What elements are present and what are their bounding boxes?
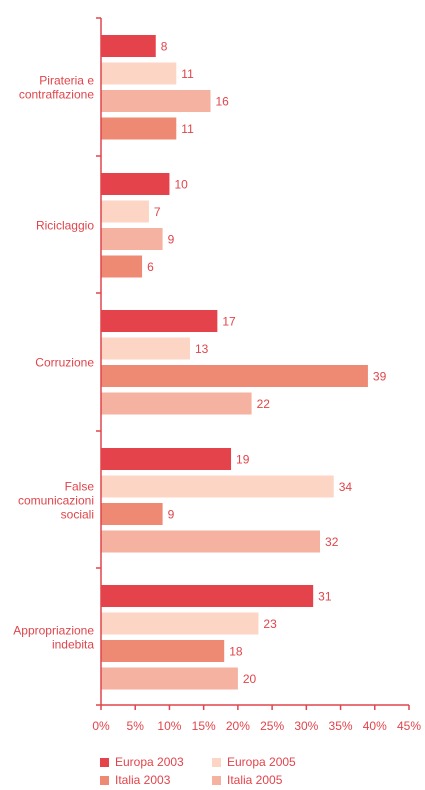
legend: Europa 2003 Europa 2005 Italia 2003 Ital… — [100, 754, 400, 790]
x-tick-label: 10% — [157, 719, 181, 733]
bar — [101, 503, 163, 525]
bar-value-label: 32 — [325, 535, 339, 549]
legend-label: Europa 2005 — [227, 755, 296, 769]
bar — [101, 173, 170, 195]
bar-value-label: 9 — [168, 233, 175, 247]
x-tick-label: 20% — [226, 719, 250, 733]
bar-value-label: 13 — [195, 342, 209, 356]
bar — [101, 585, 314, 607]
bar-value-label: 11 — [181, 122, 194, 136]
bar — [101, 310, 218, 332]
category-label: Pirateria e — [39, 73, 94, 87]
bar — [101, 228, 163, 250]
category-label: Riciclaggio — [36, 218, 94, 232]
bar — [101, 200, 149, 223]
legend-item-europa-2003: Europa 2003 — [100, 754, 212, 770]
bar-value-label: 8 — [161, 40, 168, 54]
legend-label: Italia 2005 — [227, 773, 283, 787]
bar-value-label: 39 — [373, 370, 387, 384]
legend-row: Europa 2003 Europa 2005 — [100, 754, 400, 770]
legend-swatch — [100, 757, 109, 767]
legend-item-italia-2003: Italia 2003 — [100, 772, 212, 788]
bar — [101, 255, 143, 278]
bar-value-label: 18 — [229, 645, 243, 659]
bar-value-label: 7 — [154, 205, 161, 219]
bar-chart: 81116111079617133922193493231231820Pirat… — [13, 17, 421, 733]
bar — [101, 612, 259, 635]
bar — [101, 667, 238, 690]
bar — [101, 62, 177, 85]
bar — [101, 640, 225, 662]
bar-value-label: 20 — [243, 672, 257, 686]
x-tick-label: 25% — [260, 719, 284, 733]
bar — [101, 35, 156, 57]
category-label: contraffazione — [19, 87, 94, 101]
bar-value-label: 22 — [257, 397, 271, 411]
bar-value-label: 11 — [181, 67, 194, 81]
bar-value-label: 9 — [168, 508, 175, 522]
bar — [101, 337, 190, 360]
legend-swatch — [212, 775, 221, 785]
legend-item-italia-2005: Italia 2005 — [212, 772, 324, 788]
bar — [101, 90, 211, 112]
category-label: False — [65, 479, 95, 493]
bar-value-label: 10 — [174, 178, 188, 192]
x-tick-label: 5% — [127, 719, 145, 733]
legend-row: Italia 2003 Italia 2005 — [100, 772, 400, 788]
bar — [101, 392, 252, 415]
category-label: comunicazioni — [18, 493, 94, 507]
legend-item-europa-2005: Europa 2005 — [212, 754, 324, 770]
legend-label: Italia 2003 — [115, 773, 171, 787]
bar — [101, 448, 232, 470]
x-tick-label: 35% — [329, 719, 353, 733]
legend-label: Europa 2003 — [115, 755, 184, 769]
category-label: Corruzione — [35, 355, 94, 369]
bar-value-label: 23 — [263, 617, 277, 631]
category-label: Appropriazione — [13, 623, 94, 637]
bar — [101, 475, 334, 498]
x-tick-label: 30% — [294, 719, 318, 733]
x-tick-label: 15% — [192, 719, 216, 733]
bar — [101, 117, 177, 140]
bar — [101, 365, 368, 387]
x-tick-label: 0% — [92, 719, 110, 733]
category-label: sociali — [61, 507, 94, 521]
legend-swatch — [212, 757, 221, 767]
bar-value-label: 31 — [318, 590, 332, 604]
bar-value-label: 16 — [216, 95, 230, 109]
x-tick-label: 45% — [397, 719, 421, 733]
bar-value-label: 17 — [222, 315, 236, 329]
legend-swatch — [100, 775, 109, 785]
category-label: indebita — [52, 637, 94, 651]
bar-value-label: 19 — [236, 453, 250, 467]
x-tick-label: 40% — [363, 719, 387, 733]
bar-value-label: 34 — [339, 480, 353, 494]
bar — [101, 530, 321, 553]
bar-value-label: 6 — [147, 260, 154, 274]
